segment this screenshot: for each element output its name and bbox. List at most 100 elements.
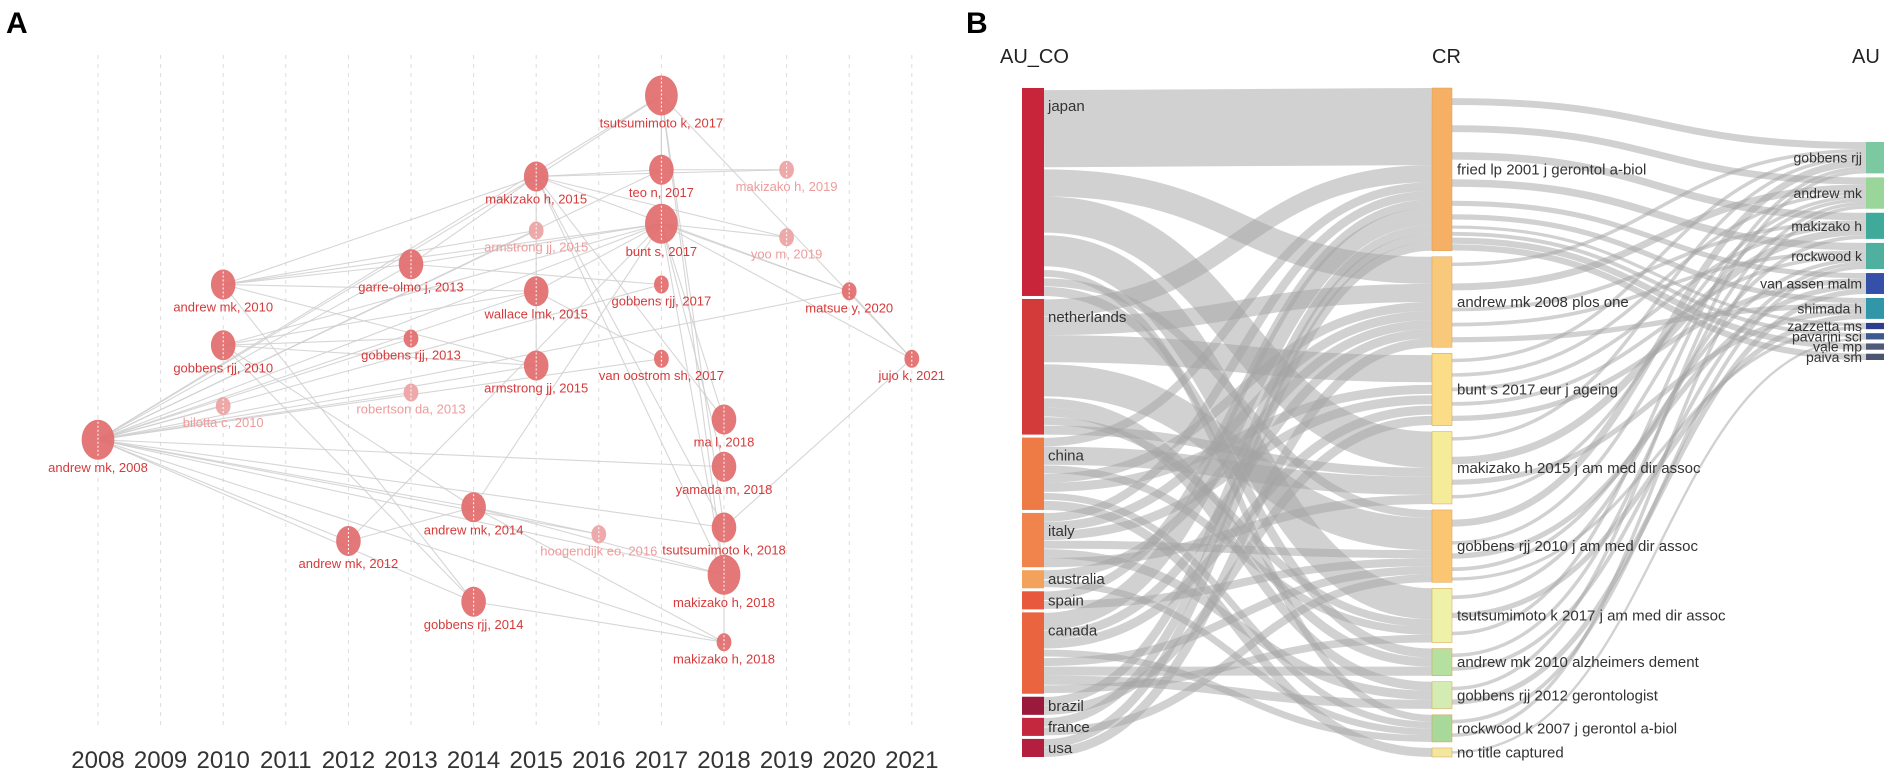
author-node (1866, 273, 1884, 294)
year-label: 2015 (510, 747, 563, 774)
node-label: gobbens rjj, 2017 (612, 294, 712, 309)
citation-edge (410, 263, 662, 286)
reference-label: bunt s 2017 eur j ageing (1457, 381, 1618, 398)
author-node (1866, 297, 1884, 319)
citation-edge (535, 176, 725, 420)
node-label: tsutsumimoto k, 2017 (600, 116, 724, 131)
reference-author-flow (1451, 166, 1867, 636)
citation-edge (223, 175, 537, 286)
reference-author-flow (1451, 337, 1867, 754)
citation-edge (97, 439, 725, 468)
citation-edge (535, 176, 725, 528)
citation-node (591, 525, 607, 544)
citation-edge (97, 439, 725, 529)
node-label: bunt s, 2017 (626, 244, 698, 259)
node-label: van oostrom sh, 2017 (599, 368, 724, 383)
country-reference-flow (1043, 405, 1433, 649)
citation-node (528, 221, 544, 240)
reference-label: andrew mk 2008 plos one (1457, 294, 1629, 311)
reference-author-flow (1451, 235, 1867, 600)
author-node (1866, 142, 1884, 174)
author-label: andrew mk (1794, 185, 1863, 201)
reference-author-flow (1451, 254, 1867, 406)
node-label: andrew mk, 2008 (48, 460, 148, 475)
citation-edge (222, 284, 475, 603)
country-reference-flow (1043, 634, 1433, 694)
citation-edge (97, 439, 725, 576)
country-label: australia (1048, 571, 1105, 588)
reference-author-flow (1451, 98, 1867, 149)
country-label: japan (1047, 98, 1085, 115)
node-label: gobbens rjj, 2013 (361, 348, 461, 363)
citation-edge (97, 358, 662, 441)
citation-edge (97, 176, 537, 441)
citation-edge (536, 169, 662, 178)
citation-edge (222, 344, 474, 508)
country-label: netherlands (1048, 309, 1126, 326)
node-label: tsutsumimoto k, 2018 (662, 543, 786, 558)
reference-label: andrew mk 2010 alzheimers dement (1457, 654, 1700, 671)
country-reference-flow (1043, 182, 1433, 447)
node-label: andrew mk, 2014 (424, 522, 524, 537)
year-label: 2014 (447, 747, 500, 774)
reference-author-flow (1451, 205, 1867, 737)
citation-nodes: andrew mk, 2008 andrew mk, 2010 gobbens rj… (48, 75, 946, 666)
reference-label: tsutsumimoto k 2017 j am med dir assoc (1457, 607, 1726, 624)
node-label: matsue y, 2020 (805, 300, 893, 315)
citation-edge (410, 176, 537, 265)
citation-edges (97, 95, 913, 643)
reference-node (1431, 352, 1453, 426)
reference-author-flow (1451, 326, 1867, 581)
reference-author-flow (1451, 244, 1867, 360)
au-header: AU (1852, 46, 1880, 68)
node-label: makizako h, 2019 (736, 179, 838, 194)
country-label: canada (1048, 622, 1098, 639)
citation-edge (223, 290, 537, 346)
citation-edge (97, 337, 412, 441)
citation-edge (473, 223, 662, 508)
citation-edge (660, 223, 725, 420)
citation-edge (661, 223, 787, 238)
author-label: rockwood k (1791, 248, 1863, 264)
node-label: hoogendijk eo, 2016 (540, 543, 657, 558)
node-label: makizako h, 2015 (485, 192, 587, 207)
country-node (1022, 512, 1044, 568)
country-reference-flow (1043, 574, 1433, 736)
node-label: armstrong jj, 2015 (484, 240, 588, 255)
citation-node (403, 383, 419, 402)
citation-edge (97, 391, 412, 441)
citation-edge (223, 229, 537, 286)
citation-node (215, 397, 231, 415)
citation-edge (97, 439, 474, 603)
country-reference-flow (1043, 242, 1433, 748)
citation-edge (223, 223, 662, 286)
citation-edge (97, 223, 662, 441)
citation-node (654, 275, 669, 294)
citation-edge (97, 263, 412, 441)
country-node (1022, 298, 1044, 435)
country-reference-flow (1043, 88, 1433, 168)
author-node (1866, 212, 1884, 239)
citation-edge (223, 344, 537, 367)
citation-edge (723, 358, 913, 528)
citation-edge (473, 506, 599, 535)
author-label: zazzetta ms (1787, 318, 1862, 334)
citation-edge (97, 230, 537, 441)
sankey-labels: japan netherlands china italy australia spain… (1047, 98, 1863, 761)
year-label: 2008 (71, 747, 124, 774)
citation-edge (661, 95, 913, 360)
author-node (1866, 177, 1884, 209)
author-node (1866, 242, 1884, 270)
country-node (1022, 717, 1044, 736)
node-label: jujo k, 2021 (878, 368, 946, 383)
year-label: 2009 (134, 747, 187, 774)
citation-edge (473, 601, 725, 643)
citation-edge (348, 223, 662, 542)
country-label: france (1048, 719, 1090, 736)
country-reference-flow (1043, 492, 1433, 729)
node-label: yamada m, 2018 (676, 482, 773, 497)
country-reference-flow (1043, 190, 1433, 522)
country-node (1022, 437, 1044, 510)
reference-author-flow (1451, 191, 1867, 377)
